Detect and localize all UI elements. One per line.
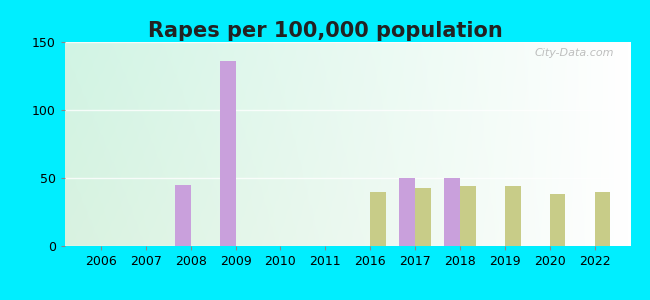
Bar — [550, 194, 566, 246]
Text: City-Data.com: City-Data.com — [534, 48, 614, 58]
Bar — [220, 61, 235, 246]
Text: Rapes per 100,000 population: Rapes per 100,000 population — [148, 21, 502, 41]
Legend: West Carthage, U.S. average: West Carthage, U.S. average — [205, 298, 491, 300]
Bar — [505, 186, 521, 246]
Bar — [399, 178, 415, 246]
Bar — [460, 186, 476, 246]
Bar — [175, 185, 190, 246]
Bar — [415, 188, 431, 246]
Bar — [370, 192, 386, 246]
Bar — [595, 192, 610, 246]
Bar — [444, 178, 460, 246]
